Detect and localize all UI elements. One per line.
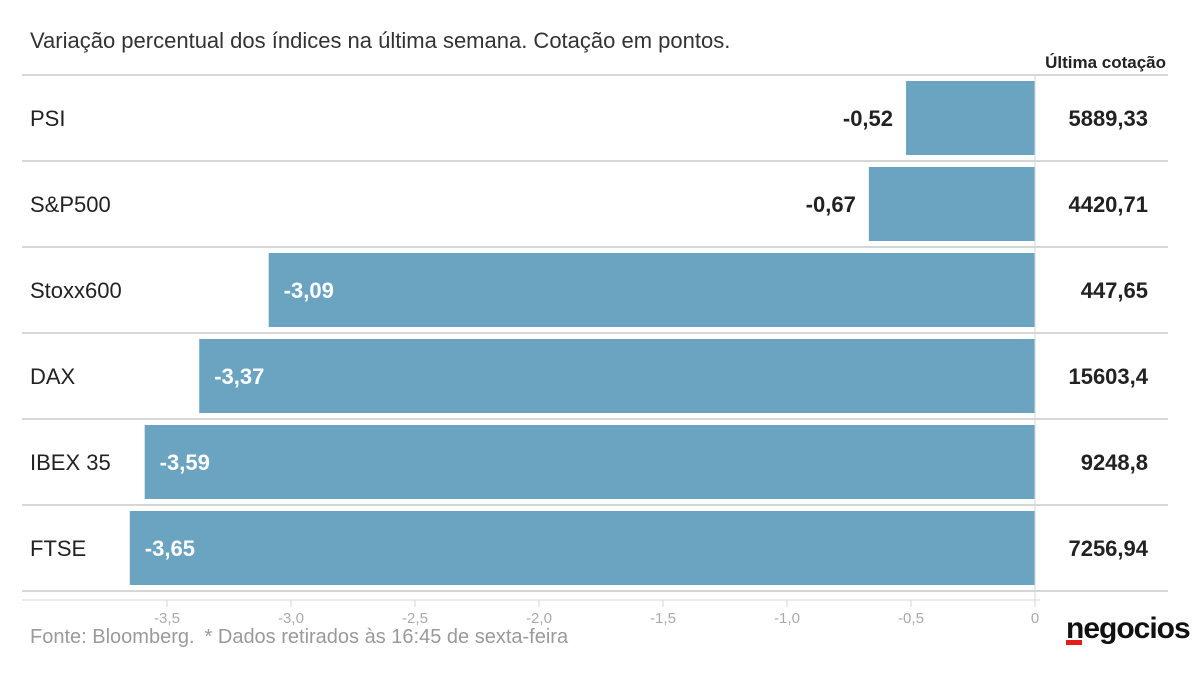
category-label: PSI [30,106,65,131]
chart-subtitle: Variação percentual dos índices na últim… [30,28,731,53]
x-tick-label: -2,5 [402,610,428,627]
value-label: -3,65 [145,536,195,561]
quote-value: 15603,4 [1068,364,1148,389]
footnote-text: * Dados retirados às 16:45 de sexta-feir… [204,626,569,648]
quote-value: 7256,94 [1068,536,1148,561]
quote-value: 447,65 [1081,278,1148,303]
category-label: S&P500 [30,192,111,217]
bar [868,167,1035,241]
bar [144,425,1035,499]
source-text: Fonte: Bloomberg. [30,626,195,648]
category-label: IBEX 35 [30,450,111,475]
value-label: -3,37 [214,364,264,389]
negocios-logo: negocios [1066,612,1191,645]
x-tick-label: 0 [1031,610,1039,627]
value-label: -0,67 [806,192,856,217]
x-tick-label: -0,5 [898,610,924,627]
value-label: -3,59 [160,450,210,475]
bar [199,339,1036,413]
source-note: Fonte: Bloomberg. * Dados retirados às 16… [30,626,568,649]
x-tick-label: -3,0 [278,610,304,627]
logo-accent-mark [1066,640,1082,645]
value-label: -0,52 [843,106,893,131]
bar [906,81,1035,155]
quote-value: 9248,8 [1081,450,1148,475]
quote-value: 5889,33 [1068,106,1148,131]
x-tick-label: -2,0 [526,610,552,627]
quote-value: 4420,71 [1068,192,1148,217]
bar [129,511,1036,585]
x-tick-label: -1,5 [650,610,676,627]
category-label: Stoxx600 [30,278,122,303]
value-label: -3,09 [284,278,334,303]
quote-column-header: Última cotação [1045,53,1166,72]
category-label: DAX [30,364,76,389]
category-label: FTSE [30,536,86,561]
bar [268,253,1035,327]
x-tick-label: -1,0 [774,610,800,627]
x-tick-label: -3,5 [154,610,180,627]
